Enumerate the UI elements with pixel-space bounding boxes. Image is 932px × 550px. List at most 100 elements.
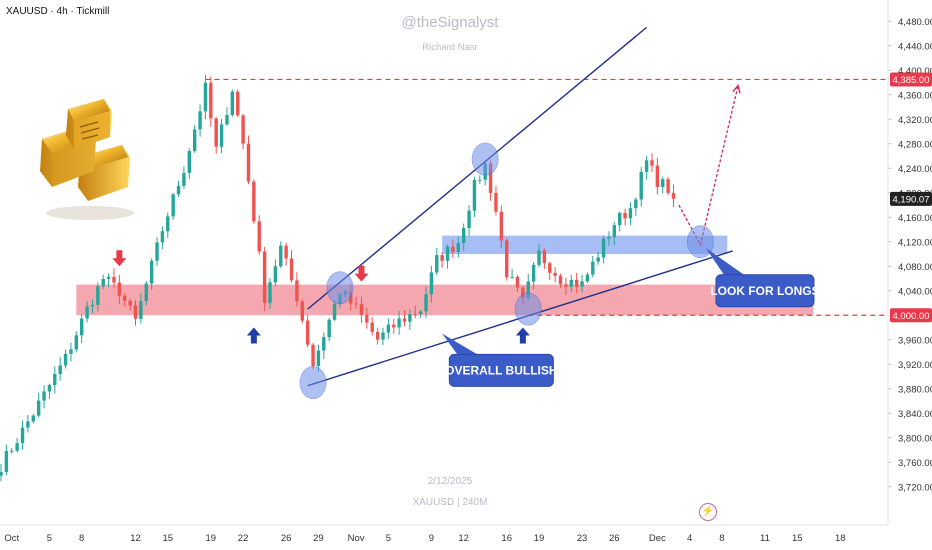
look-for-longs-callout-pointer <box>705 247 744 275</box>
candle-body <box>601 238 606 258</box>
candle-body <box>230 91 235 115</box>
candle-body <box>392 324 396 328</box>
symbol-header[interactable]: XAUUSD · 4h · Tickmill <box>6 6 110 17</box>
candle-body <box>564 284 568 287</box>
candle-body <box>155 242 159 261</box>
candle-body <box>74 335 79 350</box>
y-tick-label: 3,880.00 <box>898 384 932 395</box>
candle-body <box>413 314 417 316</box>
watermark-name: Richard Nasr <box>422 42 478 53</box>
x-tick-label: 12 <box>130 533 141 544</box>
candle-body <box>332 303 337 320</box>
candle-body <box>607 237 611 239</box>
candle-body <box>160 231 165 243</box>
candle-body <box>671 192 676 199</box>
look-for-longs-callout-text: LOOK FOR LONGS <box>710 284 819 298</box>
candle-body <box>182 172 186 186</box>
candle-body <box>117 282 122 296</box>
x-tick-label: 5 <box>47 533 52 544</box>
candle-body <box>494 192 498 212</box>
candle-body <box>166 216 170 232</box>
candle-body <box>241 115 245 144</box>
candle-body <box>187 151 191 173</box>
candle-body <box>42 391 46 401</box>
candle-body <box>80 318 84 336</box>
candle-body <box>365 314 369 323</box>
x-tick-label: Nov <box>348 533 365 544</box>
candle-body <box>397 318 401 328</box>
candle-body <box>106 276 111 279</box>
look-for-longs-callout-box <box>715 274 815 308</box>
x-tick-label: 9 <box>429 533 434 544</box>
candle-body <box>311 344 315 367</box>
y-tick-label: 3,720.00 <box>898 482 932 493</box>
highlight-circle <box>299 366 327 400</box>
candle-body <box>10 450 14 452</box>
x-tick-label: 8 <box>719 533 724 544</box>
candle-body <box>623 212 627 219</box>
highlight-circle <box>326 271 354 305</box>
candle-body <box>203 82 208 112</box>
candle-body <box>429 272 434 295</box>
x-tick-label: 29 <box>313 533 324 544</box>
x-tick-label: 22 <box>238 533 249 544</box>
down-arrow-icon <box>112 250 127 267</box>
candle-body <box>451 246 455 253</box>
candle-body <box>618 212 622 226</box>
lightning-icon[interactable]: ⚡ <box>699 503 717 521</box>
candle-body <box>327 319 331 338</box>
candle-body <box>295 280 299 302</box>
price-badge <box>890 191 932 206</box>
x-tick-label: 11 <box>760 533 770 544</box>
x-tick-label: 4 <box>687 533 692 544</box>
highlight-circle <box>686 225 714 259</box>
up-arrow-icon <box>246 327 261 344</box>
candle-body <box>650 160 654 166</box>
x-tick-label: 15 <box>792 533 803 544</box>
candle-body <box>268 282 272 303</box>
x-tick-label: 18 <box>835 533 846 544</box>
overall-bullish-callout-text: OVERALL BULLISH <box>445 363 557 377</box>
x-tick-label: 5 <box>386 533 391 544</box>
candle-body <box>418 311 423 315</box>
x-tick-label: 23 <box>577 533 588 544</box>
y-tick-label: 4,240.00 <box>898 164 932 175</box>
candle-body <box>257 221 261 252</box>
zones <box>76 235 814 316</box>
candle-body <box>505 240 509 278</box>
price-badge <box>890 72 932 87</box>
candle-body <box>300 301 304 321</box>
candle-body <box>36 400 41 416</box>
candles <box>0 74 676 482</box>
candle-body <box>273 266 278 283</box>
x-tick-label: 16 <box>501 533 512 544</box>
gold-bars-icon <box>40 99 134 220</box>
candle-body <box>58 365 62 375</box>
candle-body <box>666 179 670 193</box>
candle-body <box>69 349 73 354</box>
candle-body <box>375 331 380 340</box>
overall-bullish-callout-box <box>448 353 554 387</box>
candle-body <box>499 211 504 241</box>
y-tick-label: 4,280.00 <box>898 139 932 150</box>
watermark-date: 2/12/2025 <box>427 476 473 487</box>
candle-body <box>580 281 584 287</box>
y-tick-label: 4,480.00 <box>898 17 932 28</box>
candle-body <box>461 228 466 244</box>
x-tick-label: 8 <box>79 533 84 544</box>
candle-body <box>628 208 633 219</box>
overall-bullish-callout: OVERALL BULLISH <box>442 333 558 387</box>
candle-body <box>53 374 57 386</box>
candle-body <box>123 295 127 301</box>
drawings: OVERALL BULLISH LOOK FOR LONGS <box>112 26 888 400</box>
price-axis-bg <box>888 0 932 550</box>
candle-body <box>198 111 202 130</box>
candle-body <box>521 287 525 298</box>
y-tick-label: 3,960.00 <box>898 335 932 346</box>
y-tick-label: 3,840.00 <box>898 409 932 420</box>
candle-body <box>510 276 514 278</box>
candle-body <box>574 279 579 287</box>
